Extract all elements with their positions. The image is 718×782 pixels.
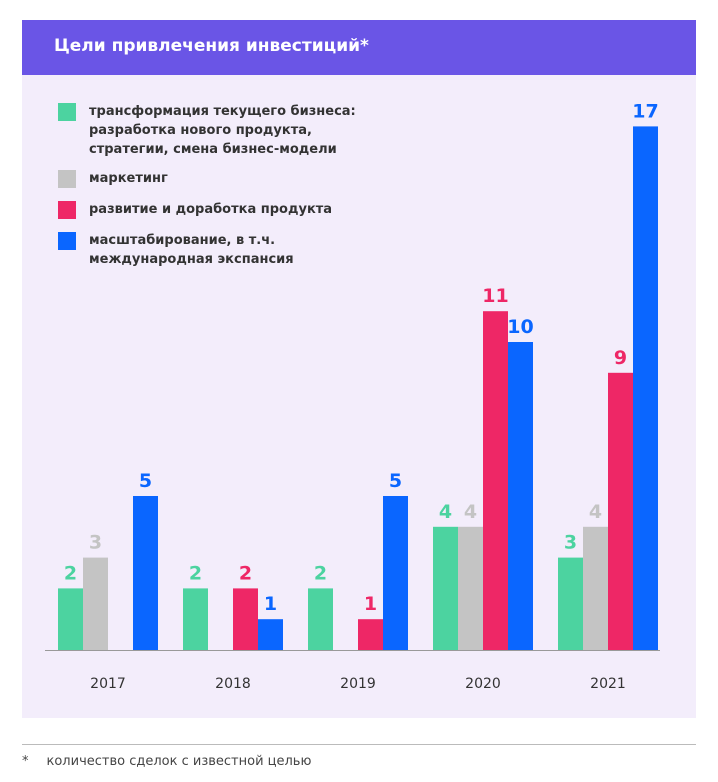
x-tick-label: 2020 bbox=[465, 676, 501, 692]
legend-swatch bbox=[58, 170, 76, 188]
bar-2018-3 bbox=[258, 619, 283, 650]
chart-header: Цели привлечения инвестиций* bbox=[22, 20, 696, 75]
footnote-marker: * bbox=[22, 754, 29, 769]
data-label: 4 bbox=[464, 501, 477, 523]
legend-swatch bbox=[58, 201, 76, 219]
footnote-divider bbox=[22, 744, 696, 745]
data-label: 4 bbox=[439, 501, 452, 523]
data-label: 2 bbox=[189, 562, 202, 584]
data-label: 5 bbox=[139, 470, 152, 492]
footnote: * количество сделок с известной целью bbox=[22, 754, 311, 769]
x-tick-label: 2021 bbox=[590, 676, 626, 692]
x-tick-label: 2017 bbox=[90, 676, 126, 692]
legend-item-scaling: масштабирование, в т.ч. международная эк… bbox=[58, 231, 309, 269]
data-label: 3 bbox=[564, 532, 577, 554]
legend-swatch bbox=[58, 232, 76, 250]
bar-2020-3 bbox=[508, 342, 533, 650]
legend-swatch bbox=[58, 103, 76, 121]
legend-item-transformation: трансформация текущего бизнеса: разработ… bbox=[58, 102, 389, 159]
legend-item-marketing: маркетинг bbox=[58, 169, 389, 188]
legend-label: масштабирование, в т.ч. международная эк… bbox=[89, 233, 294, 267]
bar-2021-0 bbox=[558, 557, 583, 650]
data-label: 3 bbox=[89, 532, 102, 554]
data-label: 1 bbox=[364, 593, 377, 615]
data-label: 10 bbox=[507, 316, 533, 338]
bar-2019-2 bbox=[358, 619, 383, 650]
data-label: 9 bbox=[614, 347, 627, 369]
bar-2019-0 bbox=[308, 588, 333, 650]
data-label: 17 bbox=[632, 100, 658, 122]
x-tick-label: 2018 bbox=[215, 676, 251, 692]
bar-2017-1 bbox=[83, 557, 108, 650]
bar-2019-3 bbox=[383, 496, 408, 650]
data-label: 4 bbox=[589, 501, 602, 523]
bar-2017-0 bbox=[58, 588, 83, 650]
bar-2018-0 bbox=[183, 588, 208, 650]
bar-2021-3 bbox=[633, 126, 658, 650]
footnote-text: количество сделок с известной целью bbox=[46, 754, 312, 769]
bar-2020-0 bbox=[433, 526, 458, 650]
data-label: 1 bbox=[264, 593, 277, 615]
legend-label: трансформация текущего бизнеса: разработ… bbox=[89, 104, 356, 157]
bar-2021-1 bbox=[583, 526, 608, 650]
data-label: 2 bbox=[314, 562, 327, 584]
data-label: 2 bbox=[239, 562, 252, 584]
bar-2018-2 bbox=[233, 588, 258, 650]
bar-2021-2 bbox=[608, 372, 633, 650]
data-label: 11 bbox=[482, 285, 508, 307]
bar-2020-1 bbox=[458, 526, 483, 650]
legend-item-development: развитие и доработка продукта bbox=[58, 200, 389, 219]
legend-label: развитие и доработка продукта bbox=[89, 202, 333, 217]
data-label: 2 bbox=[64, 562, 77, 584]
bar-2020-2 bbox=[483, 311, 508, 650]
chart-title: Цели привлечения инвестиций* bbox=[54, 36, 369, 56]
data-label: 5 bbox=[389, 470, 402, 492]
legend-label: маркетинг bbox=[89, 171, 168, 186]
x-tick-label: 2019 bbox=[340, 676, 376, 692]
bar-2017-3 bbox=[133, 496, 158, 650]
